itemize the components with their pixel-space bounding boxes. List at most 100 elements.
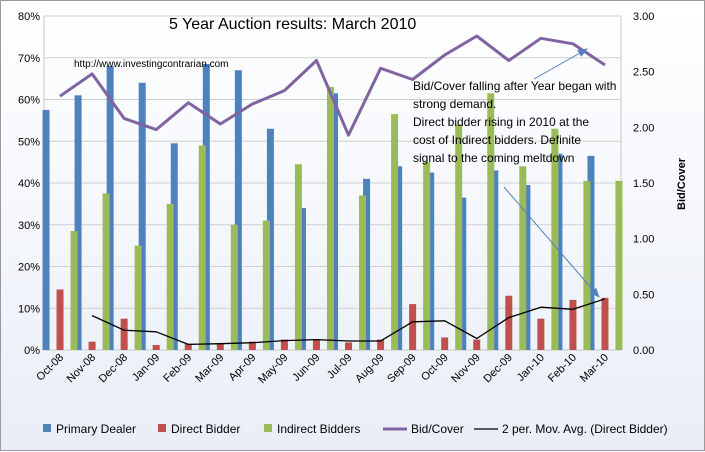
left-axis-ticks: 0% 10% 20% 30% 40% 50% 60% 70% 80% — [18, 11, 40, 357]
bar-indirect-bidders — [198, 145, 206, 350]
bar-primary-dealer — [363, 178, 371, 350]
bar-primary-dealer — [202, 64, 210, 350]
x-tick-label: May-09 — [256, 352, 290, 386]
bar-indirect-bidders — [166, 203, 174, 350]
bar-direct-bidder — [248, 341, 256, 350]
bar-indirect-bidders — [134, 245, 142, 350]
bar-primary-dealer — [331, 93, 339, 351]
right-tick-label: 0.50 — [633, 289, 654, 301]
bar-primary-dealer — [587, 155, 595, 350]
bar-direct-bidder — [216, 343, 224, 350]
bar-primary-dealer — [395, 166, 403, 350]
x-tick-label: Mar-09 — [193, 352, 226, 385]
bar-primary-dealer — [298, 208, 306, 350]
bar-direct-bidder — [441, 337, 449, 350]
bar-primary-dealer — [459, 197, 467, 350]
bar-primary-dealer — [266, 128, 274, 350]
right-tick-label: 2.50 — [633, 67, 654, 79]
chart-title: 5 Year Auction results: March 2010 — [169, 16, 416, 33]
left-tick-label: 0% — [24, 345, 40, 357]
right-axis-title: Bid/Cover — [676, 157, 688, 210]
right-tick-label: 1.50 — [633, 178, 654, 190]
x-tick-label: Sep-09 — [385, 352, 419, 386]
bars-group — [42, 64, 623, 351]
x-tick-label: Feb-10 — [546, 352, 579, 385]
source-url: http://www.investingcontrarian.com — [74, 59, 229, 70]
legend-label-bid-cover: Bid/Cover — [411, 422, 464, 436]
bar-indirect-bidders — [391, 114, 399, 350]
annotation-line-3: Direct bidder rising in 2010 at the — [413, 115, 589, 129]
annotation-line-5: signal to the coming meltdown — [413, 151, 574, 165]
right-tick-label: 1.00 — [633, 234, 654, 246]
left-tick-label: 60% — [18, 95, 40, 107]
bar-primary-dealer — [234, 70, 242, 351]
bar-indirect-bidders — [326, 86, 334, 350]
x-tick-label: Aug-09 — [353, 352, 387, 386]
bar-direct-bidder — [280, 339, 288, 350]
line-bid-cover — [59, 34, 606, 137]
right-axis-ticks: 0.00 0.50 1.00 1.50 2.00 2.50 3.00 — [633, 11, 654, 357]
x-tick-label: Feb-09 — [161, 352, 194, 385]
bar-direct-bidder — [120, 318, 128, 350]
x-tick-label: Jul-09 — [325, 352, 355, 382]
annotation-arrow-down — [503, 186, 600, 298]
bar-indirect-bidders — [519, 166, 527, 350]
bar-direct-bidder — [569, 299, 577, 350]
left-tick-label: 70% — [18, 53, 40, 65]
x-tick-label: Nov-09 — [449, 352, 483, 386]
left-tick-label: 80% — [18, 11, 40, 23]
bar-direct-bidder — [152, 344, 160, 350]
legend-label-direct-bidder: Direct Bidder — [171, 422, 240, 436]
left-tick-label: 40% — [18, 178, 40, 190]
legend-label-moving-average: 2 per. Mov. Avg. (Direct Bidder) — [502, 422, 668, 436]
annotation-line-4: cost of Indirect bidders. Definite — [413, 133, 581, 147]
legend-label-primary-dealer: Primary Dealer — [56, 422, 136, 436]
bar-direct-bidder — [312, 339, 320, 350]
x-tick-label: Dec-08 — [97, 352, 131, 386]
bar-primary-dealer — [74, 95, 82, 350]
bar-indirect-bidders — [102, 193, 110, 350]
annotation-line-2: strong demand. — [413, 97, 496, 111]
bar-direct-bidder — [377, 339, 385, 350]
bar-indirect-bidders — [487, 93, 495, 351]
right-tick-label: 2.00 — [633, 122, 654, 134]
bar-primary-dealer — [491, 170, 499, 350]
bar-primary-dealer — [523, 185, 531, 350]
x-tick-label: Nov-08 — [65, 352, 99, 386]
bar-primary-dealer — [555, 153, 563, 350]
bar-primary-dealer — [138, 82, 146, 351]
bar-direct-bidder — [56, 289, 64, 350]
bar-indirect-bidders — [70, 231, 78, 350]
x-tick-label: Dec-09 — [481, 352, 515, 386]
right-tick-label: 0.00 — [633, 345, 654, 357]
legend: Primary Dealer Direct Bidder Indirect Bi… — [43, 422, 668, 436]
bar-direct-bidder — [473, 339, 481, 350]
bar-indirect-bidders — [615, 180, 623, 350]
annotation-arrow-up — [533, 48, 588, 80]
annotation-line-1: Bid/Cover falling after Year began with — [413, 79, 616, 93]
bar-primary-dealer — [106, 66, 114, 350]
lines-group — [59, 34, 606, 346]
left-tick-label: 30% — [18, 220, 40, 232]
line-2-per-mov-avg-direct-bidder — [91, 298, 606, 346]
annotation-block: Bid/Cover falling after Year began with … — [413, 79, 616, 165]
bar-primary-dealer — [427, 172, 435, 350]
bar-direct-bidder — [345, 342, 353, 350]
bar-direct-bidder — [184, 343, 192, 350]
bar-direct-bidder — [409, 304, 417, 350]
left-tick-label: 20% — [18, 262, 40, 274]
bar-primary-dealer — [170, 143, 178, 350]
bar-direct-bidder — [505, 295, 513, 350]
bar-indirect-bidders — [551, 128, 559, 350]
x-tick-label: Jan-10 — [515, 352, 547, 384]
bar-indirect-bidders — [583, 180, 591, 350]
bar-indirect-bidders — [359, 195, 367, 350]
x-tick-label: Apr-09 — [227, 352, 259, 384]
legend-swatch-direct-bidder — [158, 424, 166, 432]
left-tick-label: 10% — [18, 303, 40, 315]
x-tick-label: Mar-10 — [578, 352, 611, 385]
x-tick-label: Jan-09 — [130, 352, 162, 384]
